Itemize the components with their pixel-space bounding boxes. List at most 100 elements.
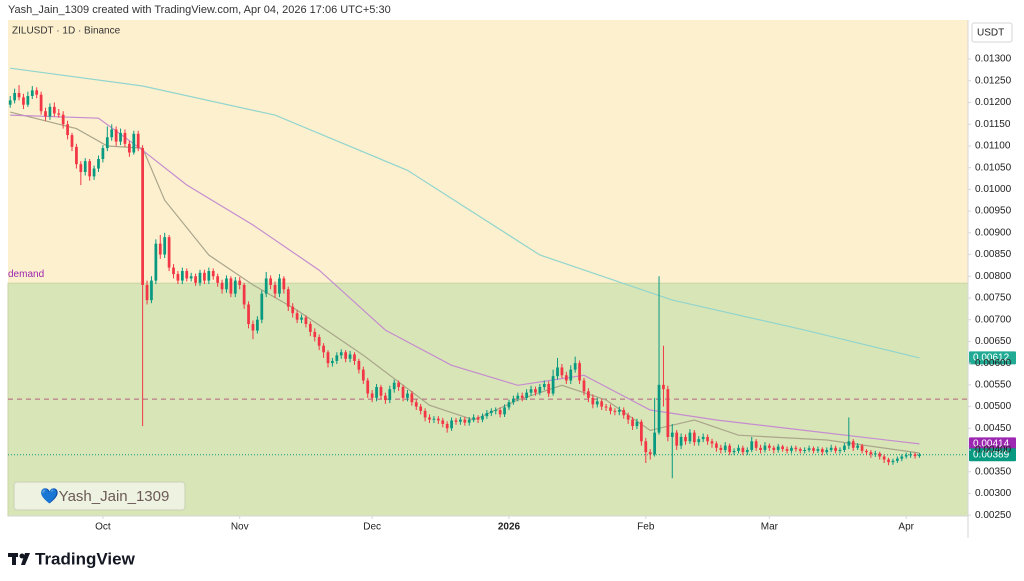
candle-body [564,375,568,381]
candle-body [150,280,153,301]
candle-body [904,455,908,457]
candle-body [595,401,599,405]
y-tick-label: 0.00750 [975,293,1012,304]
candle-body [498,410,502,415]
candle-body [450,420,453,429]
x-tick-label: Dec [363,522,381,533]
candle-body [357,360,361,370]
candle-body [30,90,34,97]
credit: Yash_Jain_1309 created with TradingView.… [8,4,391,16]
candle-body [578,363,581,381]
candle-body [388,389,392,401]
candle-body [719,447,723,450]
candle-body [57,113,61,115]
candle-body [772,447,776,450]
candle-body [697,439,701,443]
candle-body [75,146,78,165]
candle-body [573,363,577,370]
candle-body [317,337,321,346]
currency: USDT [977,28,1004,39]
candle-body [737,447,740,451]
candle-body [820,449,824,453]
candle-body [856,445,860,448]
candle-body [216,276,220,283]
candle-body [282,278,286,290]
candle-body [843,445,846,450]
candle-body [8,100,12,105]
y-tick-label: 0.01000 [975,184,1012,195]
currency-box [971,22,1013,43]
candle-body [741,447,745,453]
candle-body [419,406,423,411]
candle-body [48,106,52,117]
candle-body [353,354,356,361]
candle-body [472,417,476,420]
candle-body [423,410,427,418]
candle-body [710,441,714,444]
candle-body [414,402,418,407]
candle-body [233,280,237,294]
candle-body [445,423,449,429]
y-tick-label: 0.01100 [975,141,1011,152]
candle-body [640,421,643,442]
candle-body [39,94,43,112]
candle-body [834,447,837,451]
candle-body [701,436,705,440]
candle-body [529,389,533,393]
candle-body [882,456,886,460]
candle-body [622,410,626,416]
candle-body [375,387,378,398]
candle-body [617,410,621,412]
candle-layer [8,85,921,479]
candle-body [229,278,233,294]
candle-body [887,459,890,463]
candle-body [732,450,736,453]
moving-average [10,67,920,359]
candle-body [463,419,467,423]
candle-body [750,441,754,450]
candle-body [22,97,25,105]
candle-body [167,237,171,268]
candle-body [189,276,193,279]
candle-body [322,345,325,353]
candle-body [101,148,105,159]
candle-body [331,360,334,364]
candle-body [251,324,255,331]
candle-body [432,418,436,420]
candle-body [476,417,480,420]
candle-body [551,376,555,394]
candle-body [141,148,144,285]
candle-body [684,436,687,442]
candle-body [516,395,520,399]
candle-body [794,447,798,450]
candle-body [878,453,882,457]
candle-body [308,324,312,332]
candle-body [176,274,180,281]
candle-body [467,419,471,423]
candle-body [119,132,122,142]
y-tick-label: 0.01300 [975,54,1012,65]
x-tick-label: 2026 [498,522,521,533]
candle-body [326,352,330,364]
candle-body [763,445,767,450]
candle-body [891,460,895,463]
candle-body [344,352,348,359]
candle-body [692,432,696,443]
y-tick-label: 0.00600 [975,358,1012,369]
candle-body [225,278,228,290]
candle-body [110,129,114,138]
candle-body [66,124,69,136]
y-tick-label: 0.01200 [975,97,1012,108]
candle-body [547,383,551,394]
candle-body [436,418,440,421]
candle-body [560,367,564,376]
candle-body [860,445,864,451]
logo-icon [8,553,30,565]
candle-body [909,454,912,456]
y-tick-label: 0.00300 [975,488,1012,499]
candle-body [13,92,16,101]
candle-body [194,276,197,283]
candle-body [865,450,868,453]
y-tick-label: 0.00400 [975,445,1012,456]
candle-body [918,454,921,457]
